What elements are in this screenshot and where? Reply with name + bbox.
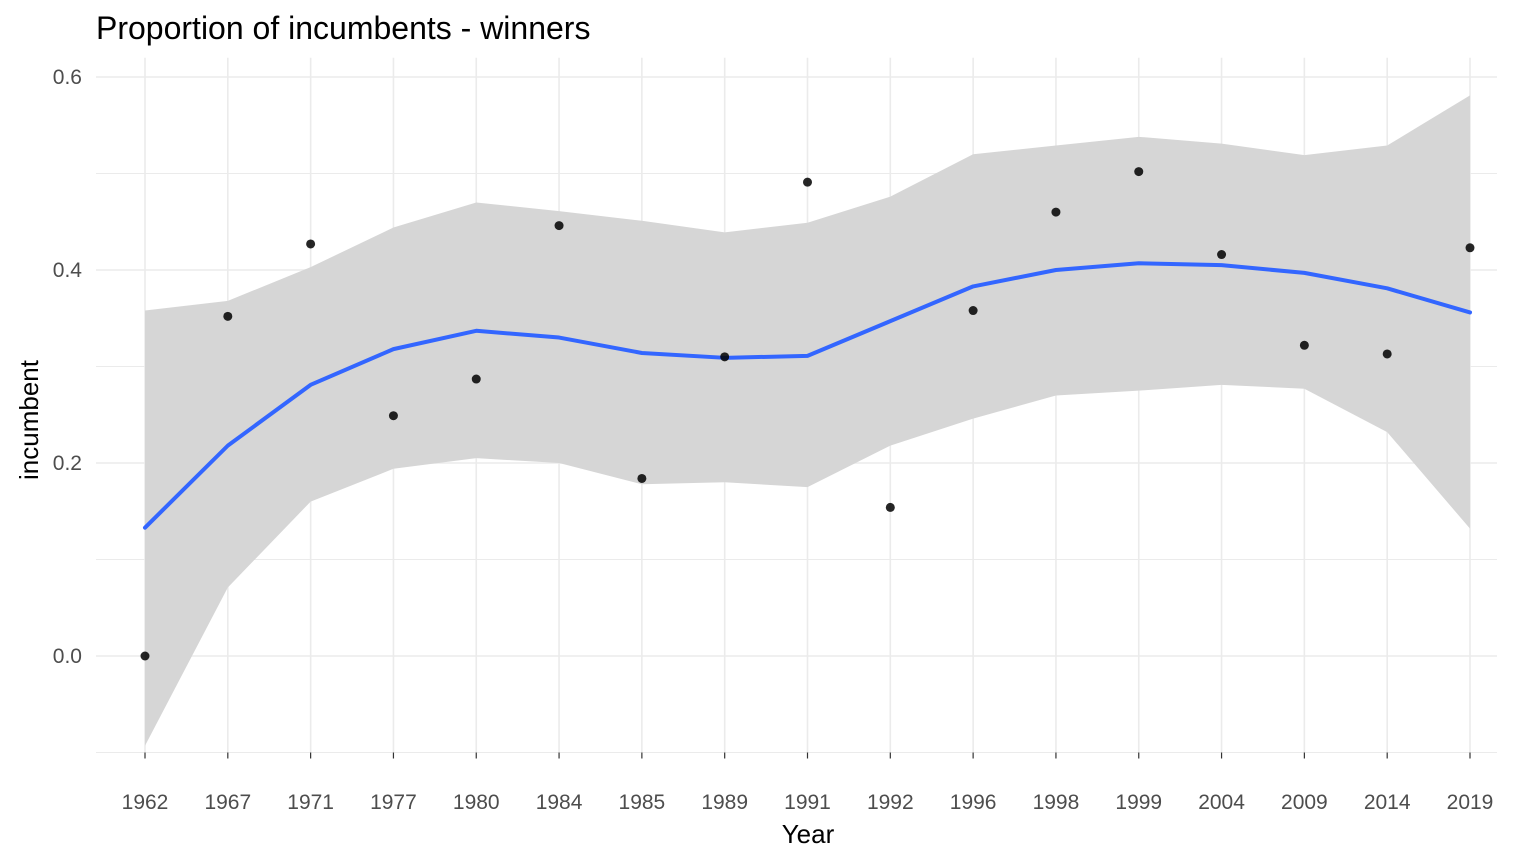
x-tick-label: 1977 <box>370 791 417 814</box>
data-points <box>140 167 1475 661</box>
smooth-line-layer <box>143 261 1472 530</box>
data-point <box>1134 167 1144 177</box>
data-point <box>1465 243 1475 253</box>
chart-title: Proportion of incumbents - winners <box>96 10 591 46</box>
x-tick-label: 1996 <box>950 791 997 814</box>
x-tick-label: 1998 <box>1033 791 1080 814</box>
x-axis-title: Year <box>782 819 835 849</box>
y-tick-labels: 0.0 0.2 0.4 0.6 <box>53 66 83 668</box>
data-point <box>306 239 316 249</box>
smooth-trend-line <box>143 261 1472 530</box>
data-point <box>1299 340 1309 350</box>
data-point <box>1382 349 1392 359</box>
y-tick-label: 0.4 <box>53 259 83 282</box>
x-tick-label: 2009 <box>1281 791 1328 814</box>
data-point <box>803 177 812 187</box>
data-point <box>1051 207 1061 217</box>
y-tick-label: 0.6 <box>53 66 82 89</box>
data-point <box>637 473 647 483</box>
y-tick-label: 0.0 <box>53 645 82 668</box>
data-point <box>140 651 150 661</box>
x-tick-label: 1992 <box>867 791 914 814</box>
data-point <box>968 306 978 316</box>
x-tick-label: 2014 <box>1364 791 1411 814</box>
y-tick-label: 0.2 <box>53 452 82 475</box>
x-tick-label: 1989 <box>701 791 748 814</box>
y-axis-title: incumbent <box>14 359 44 480</box>
data-point <box>885 502 895 512</box>
confidence-band-layer <box>145 95 1470 746</box>
data-point <box>471 374 481 384</box>
x-tick-label: 1980 <box>453 791 500 814</box>
confidence-band <box>145 95 1470 746</box>
data-point <box>388 411 398 421</box>
data-point <box>554 221 564 231</box>
data-point <box>1217 250 1227 260</box>
x-tick-label: 1999 <box>1115 791 1162 814</box>
x-tick-label: 1967 <box>204 791 251 814</box>
x-tick-label: 2004 <box>1198 791 1245 814</box>
data-point <box>223 311 233 321</box>
x-tick-label: 1991 <box>784 791 831 814</box>
data-point <box>720 352 730 362</box>
x-tick-label: 1985 <box>619 791 666 814</box>
x-tick-label: 1962 <box>122 791 169 814</box>
x-tick-labels: 1962 1967 1971 1977 1980 1984 1985 1989 1991 1992… <box>122 752 1494 814</box>
x-tick-label: 1984 <box>536 791 583 814</box>
x-tick-label: 1971 <box>287 791 334 814</box>
x-tick-label: 2019 <box>1447 791 1494 814</box>
